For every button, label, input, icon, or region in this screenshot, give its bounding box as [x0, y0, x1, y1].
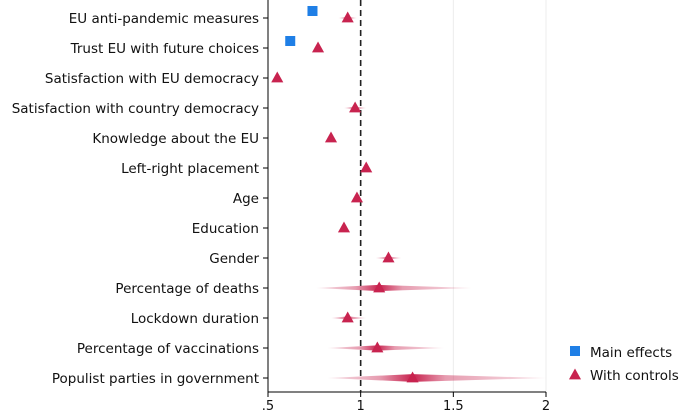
- controls-marker: [337, 221, 351, 233]
- x-tick-label: 1.5: [443, 399, 464, 414]
- controls-marker: [341, 11, 354, 23]
- x-tick-label: 2: [542, 399, 550, 414]
- controls-marker: [360, 161, 373, 173]
- y-tick-label: Gender: [209, 251, 259, 267]
- controls-marker: [371, 341, 384, 353]
- legend-square-icon: [570, 346, 580, 356]
- legend-triangle-icon: [568, 368, 582, 380]
- legend-label: With controls: [590, 368, 679, 384]
- main-effect-marker: [285, 36, 296, 46]
- controls-marker: [324, 131, 338, 143]
- y-tick-label: Satisfaction with EU democracy: [45, 71, 259, 87]
- gridlines: [267, 0, 547, 392]
- controls-marker: [350, 191, 364, 203]
- y-tick-label: Age: [233, 191, 259, 207]
- confidence-interval: [327, 345, 445, 351]
- controls-marker: [406, 371, 419, 383]
- y-tick-label: Left-right placement: [121, 161, 259, 177]
- y-tick-label: Satisfaction with country democracy: [12, 101, 259, 117]
- controls-marker: [311, 41, 325, 53]
- confidence-interval: [327, 374, 546, 382]
- y-tick-label: Trust EU with future choices: [70, 41, 259, 57]
- controls-marker: [271, 71, 284, 83]
- y-tick-label: Percentage of deaths: [115, 281, 259, 297]
- controls-marker: [382, 251, 395, 263]
- x-tick-label: .5: [262, 399, 274, 414]
- y-tick-label: Education: [192, 221, 259, 237]
- y-tick-label: Lockdown duration: [131, 311, 259, 327]
- legend: Main effects With controls: [568, 345, 679, 384]
- point-estimates: [271, 6, 419, 383]
- controls-marker: [349, 101, 362, 113]
- confidence-interval: [316, 284, 472, 292]
- main-effect-marker: [307, 6, 318, 16]
- confidence-intervals: [273, 16, 546, 382]
- y-tick-label: EU anti-pandemic measures: [69, 11, 259, 27]
- y-tick-label: Knowledge about the EU: [92, 131, 259, 147]
- legend-label: Main effects: [590, 345, 672, 361]
- x-tick-label: 1: [357, 399, 365, 414]
- y-tick-label: Percentage of vaccinations: [77, 341, 259, 357]
- y-axis-labels: EU anti-pandemic measures Trust EU with f…: [12, 11, 268, 387]
- controls-marker: [341, 311, 354, 323]
- controls-marker: [373, 281, 386, 293]
- y-tick-label: Populist parties in government: [52, 371, 259, 387]
- x-axis: .5 1 1.5 2: [262, 0, 550, 414]
